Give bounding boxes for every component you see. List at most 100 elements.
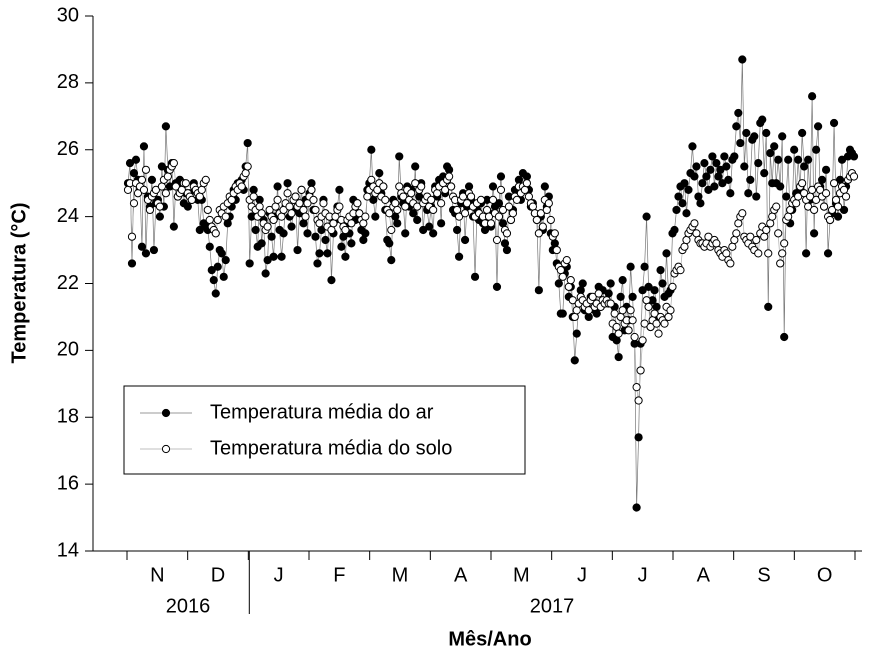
marker <box>652 302 661 312</box>
marker <box>682 235 691 245</box>
marker <box>303 229 312 238</box>
marker <box>141 249 151 258</box>
legend-label: Temperatura média do ar <box>210 401 434 423</box>
marker <box>321 235 330 245</box>
marker <box>632 383 641 392</box>
marker <box>213 262 222 271</box>
marker <box>584 306 593 315</box>
marker <box>502 229 512 238</box>
marker <box>129 169 139 178</box>
marker <box>494 199 504 208</box>
year-label: 2017 <box>530 595 575 617</box>
marker <box>730 235 739 245</box>
marker <box>634 433 643 442</box>
marker <box>778 132 787 141</box>
marker <box>241 169 250 178</box>
marker <box>762 128 771 138</box>
marker <box>740 162 749 171</box>
marker <box>720 152 729 161</box>
marker <box>644 302 653 312</box>
marker <box>401 202 410 211</box>
marker <box>734 108 743 118</box>
marker <box>211 289 220 298</box>
marker <box>299 205 308 215</box>
marker <box>309 195 318 205</box>
marker <box>772 202 781 211</box>
y-tick-label: 22 <box>57 272 79 294</box>
marker <box>624 326 633 335</box>
marker <box>263 255 272 265</box>
marker <box>694 192 703 201</box>
marker <box>839 185 849 194</box>
marker <box>817 175 827 184</box>
marker <box>823 249 833 258</box>
marker <box>291 192 300 201</box>
marker <box>221 212 230 221</box>
marker <box>758 115 767 124</box>
marker <box>341 225 350 235</box>
marker <box>277 252 286 261</box>
marker <box>141 165 151 174</box>
marker <box>409 209 418 218</box>
marker <box>808 185 817 194</box>
marker <box>642 212 651 221</box>
marker <box>197 185 206 194</box>
marker <box>313 259 322 268</box>
marker <box>227 195 236 205</box>
marker <box>387 225 396 235</box>
marker <box>129 199 139 208</box>
x-tick-label: M <box>392 564 409 586</box>
marker <box>462 199 472 208</box>
marker <box>712 159 721 168</box>
marker <box>411 179 420 188</box>
marker <box>798 179 807 188</box>
marker <box>558 309 567 318</box>
marker <box>606 299 615 308</box>
marker <box>127 259 137 268</box>
marker <box>379 182 388 191</box>
marker <box>219 272 228 281</box>
marker <box>638 336 647 345</box>
marker <box>784 155 793 164</box>
marker <box>658 279 667 288</box>
marker <box>295 199 304 208</box>
marker <box>628 292 637 301</box>
marker <box>668 282 677 291</box>
marker <box>706 165 715 174</box>
marker <box>307 185 316 194</box>
marker <box>814 122 823 131</box>
marker <box>273 182 282 191</box>
marker <box>371 212 380 221</box>
marker <box>155 212 165 221</box>
x-tick-label: A <box>454 564 468 586</box>
marker <box>359 235 368 245</box>
marker <box>123 185 133 194</box>
marker <box>650 309 659 318</box>
marker <box>626 306 635 315</box>
marker <box>572 306 581 315</box>
marker <box>315 219 324 228</box>
marker <box>812 145 821 154</box>
marker <box>572 329 581 338</box>
marker <box>726 259 735 268</box>
marker <box>532 215 541 225</box>
marker <box>341 252 350 261</box>
marker <box>802 249 811 258</box>
marker <box>618 276 627 285</box>
marker <box>466 192 476 201</box>
marker <box>151 185 161 194</box>
marker <box>534 286 543 295</box>
marker <box>700 159 709 168</box>
marker <box>794 192 803 201</box>
legend: Temperatura média do ar Temperatura média… <box>123 385 526 475</box>
plot-area <box>123 55 859 512</box>
marker <box>692 229 701 238</box>
marker <box>335 185 344 194</box>
marker <box>810 205 819 215</box>
marker <box>764 249 773 258</box>
marker <box>255 202 264 211</box>
marker <box>504 202 514 211</box>
marker <box>616 292 625 301</box>
marker <box>774 155 783 164</box>
marker <box>425 222 434 231</box>
